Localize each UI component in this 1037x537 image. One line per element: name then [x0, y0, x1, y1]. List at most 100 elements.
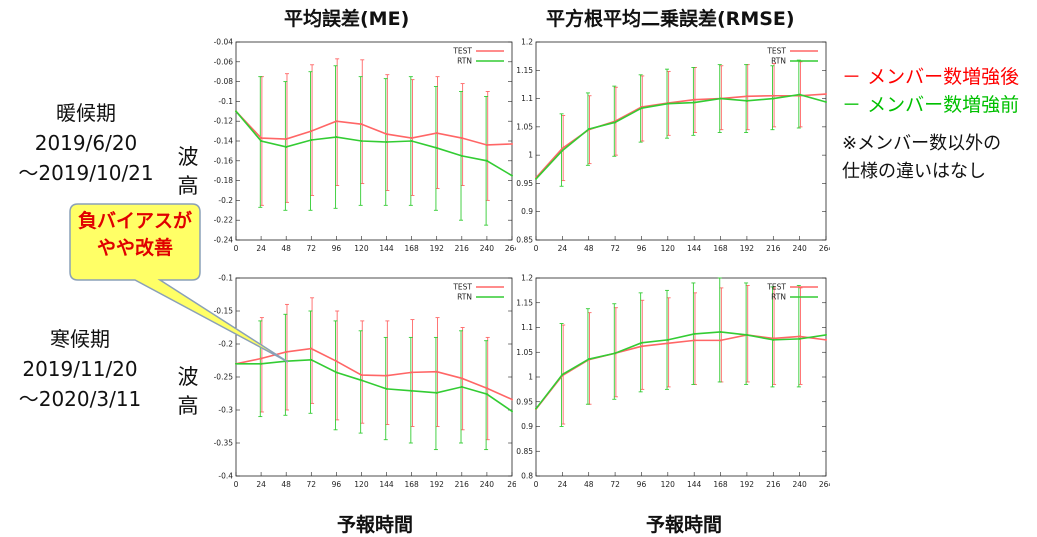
legend-label: RTN — [457, 293, 472, 302]
data-point — [561, 373, 564, 376]
xtick-label: 0 — [234, 244, 239, 253]
xtick-label: 72 — [610, 480, 620, 489]
cold-period-label: 寒候期 2019/11/20 ～2020/3/11 — [0, 324, 160, 414]
rmse-column-title: 平方根平均二乗誤差(RMSE) — [546, 8, 795, 30]
xtick-label: 240 — [792, 480, 807, 489]
cold-me-chart: -0.4 -0.35 -0.3 -0.25 -0.2 -0.15 -0.1 0 24 48 72 96… — [214, 274, 516, 490]
ytick-label: -0.15 — [214, 307, 234, 316]
ytick-label: 1.05 — [516, 122, 533, 131]
xtick-label: 120 — [354, 244, 369, 253]
xtick-label: 240 — [480, 244, 495, 253]
xtick-label: 72 — [610, 244, 620, 253]
data-point — [410, 389, 413, 392]
ytick-label: -0.2 — [218, 340, 233, 349]
legend-before-mark: － — [842, 94, 862, 116]
data-point — [435, 146, 438, 149]
data-point — [561, 149, 564, 152]
cold-metric-char-1: 波 — [177, 365, 199, 389]
ytick-label: 0.9 — [521, 422, 533, 431]
xtick-label: 120 — [354, 480, 369, 489]
ytick-label: -0.04 — [214, 38, 234, 47]
data-point — [285, 138, 288, 141]
note: ※メンバー数以外の 仕様の違いはなし — [842, 130, 1001, 186]
ytick-label: -0.24 — [214, 236, 234, 245]
callout-line-2: やや改善 — [96, 237, 173, 259]
data-point — [693, 339, 696, 342]
ytick-label: 1 — [528, 373, 533, 382]
series-line-test — [235, 347, 513, 401]
legend-after-mark: － — [842, 66, 862, 88]
data-point — [772, 338, 775, 341]
ytick-label: 0.95 — [516, 179, 533, 188]
data-point — [235, 362, 237, 365]
xtick-label: 0 — [534, 480, 539, 489]
data-point — [260, 362, 263, 365]
data-point — [614, 352, 617, 355]
xtick-label: 72 — [306, 480, 316, 489]
data-point — [385, 387, 388, 390]
ytick-label: -0.14 — [214, 137, 234, 146]
data-point — [310, 358, 313, 361]
data-point — [666, 338, 669, 341]
data-point — [260, 140, 263, 142]
xtick-label: 168 — [713, 480, 728, 489]
data-point — [640, 345, 643, 348]
data-point — [360, 379, 363, 382]
series-line-rtn — [235, 110, 513, 177]
legend-label: TEST — [766, 283, 786, 292]
xtick-label: 0 — [234, 480, 239, 489]
xtick-label: 144 — [379, 480, 394, 489]
data-point — [260, 357, 263, 360]
series-line-rtn — [535, 331, 827, 410]
data-point — [485, 393, 488, 396]
ytick-label: 1.15 — [516, 66, 533, 75]
xtick-label: 96 — [332, 480, 342, 489]
xtick-label: 192 — [740, 244, 755, 253]
xtick-label: 168 — [404, 480, 419, 489]
ytick-label: 1.2 — [521, 274, 533, 283]
data-point — [666, 342, 669, 345]
xtick-label: 216 — [766, 244, 781, 253]
data-point — [640, 341, 643, 344]
data-point — [310, 130, 313, 133]
xtick-label: 120 — [661, 244, 676, 253]
data-point — [235, 110, 237, 113]
data-point — [772, 94, 775, 97]
plot-frame — [535, 277, 827, 477]
legend-label: TEST — [766, 47, 786, 56]
ytick-label: -0.12 — [214, 117, 234, 126]
data-point — [410, 371, 413, 374]
data-point — [511, 398, 513, 401]
data-point — [511, 142, 513, 145]
warm-period-name: 暖候期 — [56, 101, 116, 125]
data-point — [335, 136, 338, 139]
series-line-test — [235, 110, 513, 146]
ytick-label: 1.1 — [521, 94, 533, 103]
xtick-label: 96 — [332, 244, 342, 253]
xtick-label: 192 — [430, 244, 445, 253]
ytick-label: 0.85 — [516, 447, 533, 456]
xtick-label: 26 — [507, 480, 516, 489]
data-point — [335, 120, 338, 123]
ytick-label: -0.06 — [214, 57, 234, 66]
data-point — [825, 100, 827, 103]
warm-me-chart: -0.24 -0.22 -0.2 -0.18 -0.16 -0.14 -0.12 -0.1 -0… — [214, 38, 516, 254]
xtick-label: 144 — [687, 480, 702, 489]
data-point — [772, 337, 775, 340]
xtick-label: 144 — [687, 244, 702, 253]
xtick-label: 192 — [740, 480, 755, 489]
xtick-label: 264 — [819, 480, 830, 489]
ytick-label: -0.4 — [218, 472, 233, 481]
xtick-label: 168 — [404, 244, 419, 253]
xtick-label: 48 — [584, 244, 594, 253]
xtick-label: 216 — [455, 480, 470, 489]
data-point — [693, 101, 696, 104]
data-point — [485, 387, 488, 390]
xtick-label: 144 — [379, 244, 394, 253]
warm-metric-char-1: 波 — [177, 145, 199, 169]
ytick-label: 1 — [528, 151, 533, 160]
legend-label: RTN — [771, 293, 786, 302]
xtick-label: 24 — [256, 244, 266, 253]
